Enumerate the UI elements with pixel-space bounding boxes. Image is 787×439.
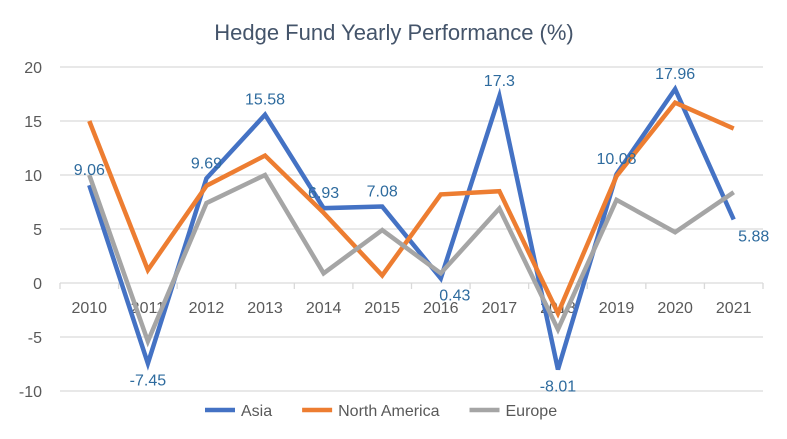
x-tick-label: 2016 [423,300,459,317]
x-tick-label: 2020 [657,300,693,317]
x-tick-label: 2015 [364,300,400,317]
data-label: -8.01 [540,379,577,396]
data-label: 7.08 [367,184,398,201]
data-label: 0.43 [439,287,470,304]
x-tick-label: 2021 [716,300,752,317]
legend-item: Asia [205,403,272,420]
data-label: 17.3 [484,73,515,90]
data-label: 15.58 [245,92,285,109]
y-tick-label: 15 [24,114,42,131]
y-tick-label: 0 [33,276,42,293]
data-label: 9.69 [191,155,222,172]
y-tick-label: 5 [33,222,42,239]
series-line-asia [87,84,736,371]
y-tick-label: 10 [24,168,42,185]
x-tick-label: 2012 [189,300,225,317]
series-line-north-america [87,99,735,319]
x-tick-label: 2013 [247,300,283,317]
legend-label: North America [338,403,439,420]
data-label: 17.96 [655,66,695,83]
data-label: 6.93 [308,185,339,202]
legend-item: North America [302,403,440,420]
series-line-europe [87,172,735,348]
data-label: 10.08 [597,151,637,168]
legend-label: Asia [241,403,272,420]
legend-label: Europe [506,403,558,420]
data-label: 9.06 [74,162,105,179]
data-label: 5.88 [738,228,769,245]
y-tick-label: 20 [24,60,42,77]
x-tick-label: 2014 [306,300,342,317]
x-tick-label: 2019 [599,300,635,317]
data-label: -7.45 [130,372,167,389]
chart-title: Hedge Fund Yearly Performance (%) [214,20,574,45]
x-tick-label: 2010 [71,300,107,317]
legend-item: Europe [469,403,558,420]
x-tick-label: 2017 [482,300,518,317]
y-tick-label: -10 [19,384,42,401]
y-tick-label: -5 [28,330,42,347]
